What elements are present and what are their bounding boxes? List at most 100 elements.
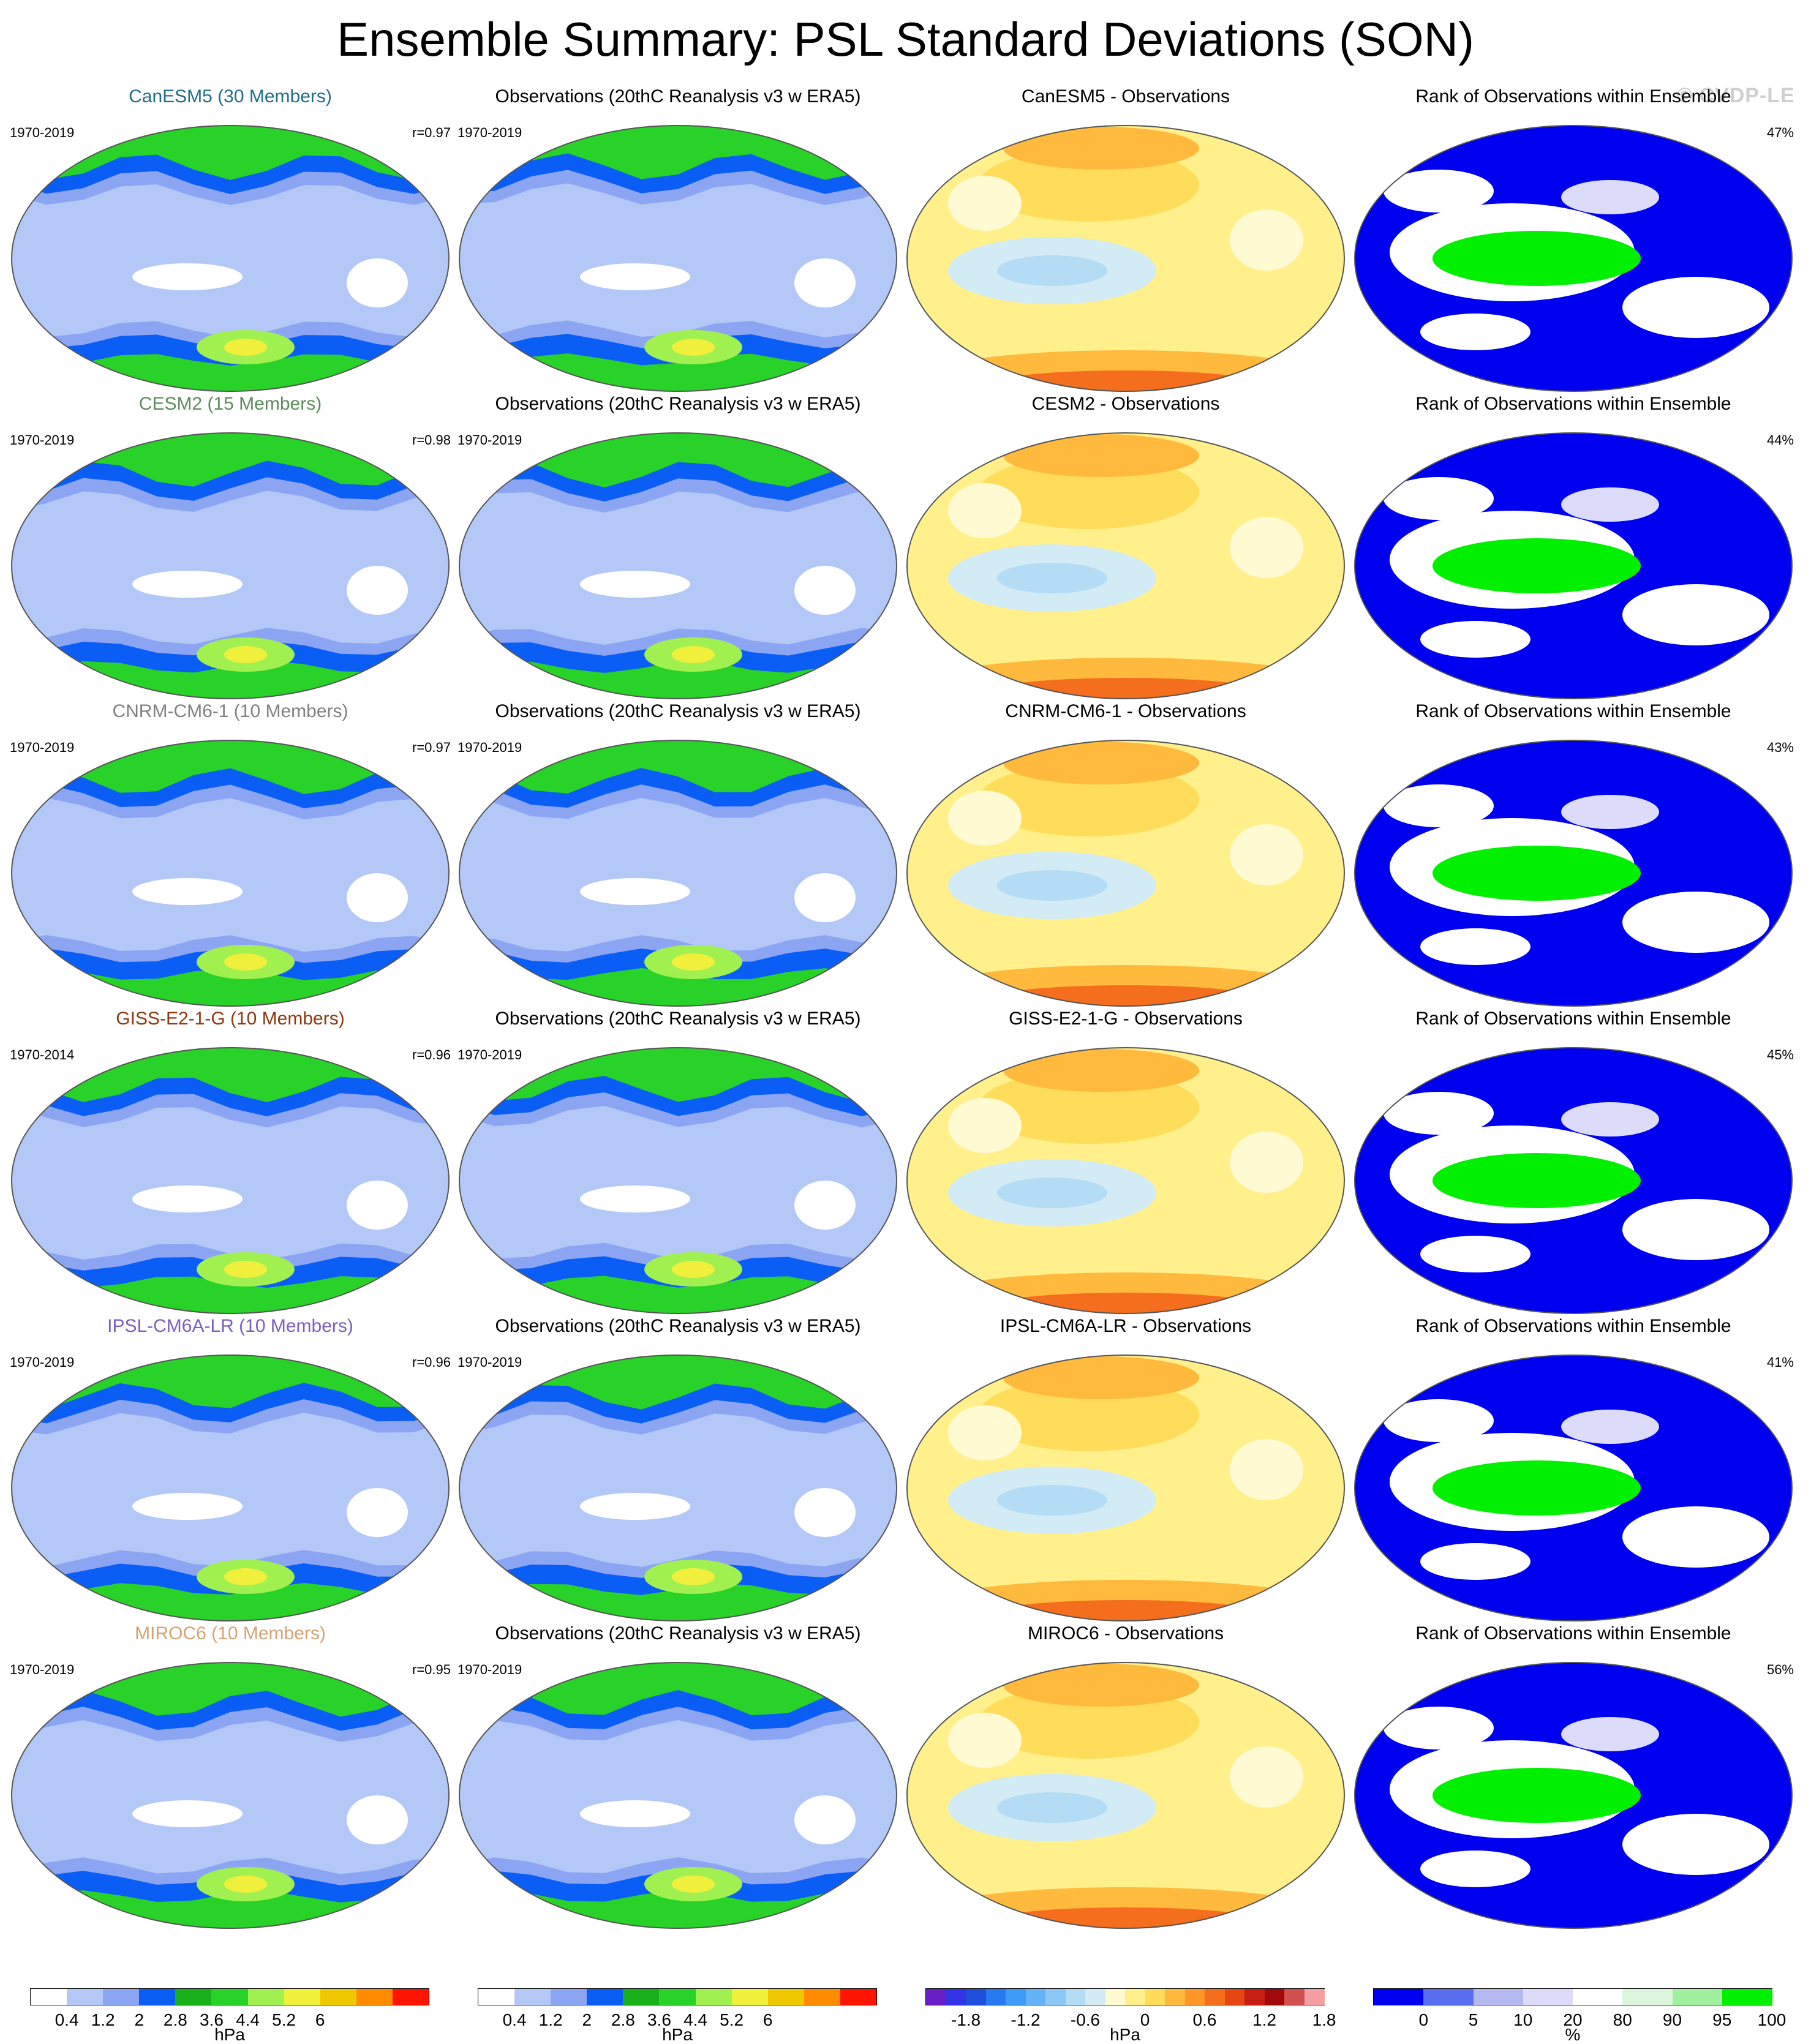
colorbar-2-swatch	[1165, 1989, 1185, 2005]
correlation-r1: r=0.98	[412, 432, 451, 448]
panel-title-r4-c2: IPSL-CM6A-LR - Observations	[1000, 1316, 1252, 1336]
colorbar-2-swatch	[946, 1989, 966, 2005]
colorbar-2	[925, 1988, 1325, 2005]
colorbar-1-tick: 4.4	[683, 2010, 707, 2029]
map-r1-c3	[1354, 432, 1793, 699]
colorbar-0-swatch	[139, 1989, 176, 2005]
years-model-r0: 1970-2019	[10, 125, 75, 140]
colorbar-2-swatch	[926, 1989, 946, 2005]
colorbar-2-tick: 0	[1140, 2010, 1150, 2029]
colorbar-2-swatch	[985, 1989, 1006, 2005]
colorbar-2-swatch	[1065, 1989, 1086, 2005]
rank-percent-r2: 43%	[1766, 740, 1794, 755]
colorbar-0-tick: 3.6	[199, 2010, 224, 2029]
colorbar-3-tick: 10	[1513, 2010, 1533, 2029]
colorbar-2-swatch	[1145, 1989, 1165, 2005]
colorbar-0-swatch	[356, 1989, 393, 2005]
colorbar-3-tick: 95	[1712, 2010, 1732, 2029]
colorbar-0-swatch	[284, 1989, 321, 2005]
map-r3-c2	[906, 1047, 1345, 1314]
colorbar-0-tick: 2.8	[163, 2010, 187, 2029]
colorbar-1-unit: hPa	[662, 2025, 693, 2044]
correlation-r4: r=0.96	[412, 1355, 451, 1370]
map-r3-c0	[11, 1047, 450, 1314]
years-obs-r1: 1970-2019	[457, 432, 522, 448]
map-r4-c1	[459, 1355, 897, 1621]
colorbar-3-swatch	[1722, 1989, 1772, 2005]
panel-title-r3-c3: Rank of Observations within Ensemble	[1415, 1009, 1731, 1029]
map-r2-c2	[906, 740, 1345, 1007]
colorbar-3-tick: 100	[1757, 2010, 1787, 2029]
years-obs-r0: 1970-2019	[457, 125, 522, 140]
figure-title: Ensemble Summary: PSL Standard Deviation…	[337, 12, 1474, 66]
correlation-r0: r=0.97	[412, 125, 451, 140]
colorbar-3-swatch	[1523, 1989, 1573, 2005]
colorbar-3-tick: 80	[1613, 2010, 1632, 2029]
colorbar-1-tick: 6	[762, 2010, 773, 2029]
map-r2-c3	[1354, 740, 1793, 1007]
correlation-r2: r=0.97	[412, 740, 451, 755]
colorbar-3-swatch	[1672, 1989, 1723, 2005]
colorbar-1-tick: 3.6	[647, 2010, 671, 2029]
colorbar-2-swatch	[1264, 1989, 1285, 2005]
map-r1-c2	[906, 432, 1345, 699]
panel-title-r5-c0: MIROC6 (10 Members)	[135, 1623, 326, 1644]
map-r5-c2	[906, 1662, 1345, 1929]
colorbar-2-swatch	[1184, 1989, 1205, 2005]
colorbar-1-swatch	[514, 1989, 551, 2005]
colorbar-3-unit: %	[1565, 2025, 1581, 2044]
colorbar-3-tick: 5	[1468, 2010, 1478, 2029]
colorbar-1-tick: 5.2	[720, 2010, 744, 2029]
panel-title-r2-c3: Rank of Observations within Ensemble	[1415, 701, 1731, 721]
panel-title-r2-c1: Observations (20thC Reanalysis v3 w ERA5…	[495, 701, 861, 721]
years-obs-r3: 1970-2019	[457, 1047, 522, 1062]
map-r1-c1	[459, 432, 897, 699]
colorbar-3	[1373, 1988, 1772, 2005]
colorbar-1-swatch	[804, 1989, 841, 2005]
colorbar-0	[30, 1988, 429, 2005]
years-model-r1: 1970-2019	[10, 432, 75, 448]
panel-title-r0-c3: Rank of Observations within Ensemble	[1415, 86, 1731, 107]
panel-title-r4-c0: IPSL-CM6A-LR (10 Members)	[107, 1316, 353, 1336]
colorbar-1-swatch	[840, 1989, 877, 2005]
colorbar-1-swatch	[659, 1989, 696, 2005]
colorbar-3-tick: 20	[1563, 2010, 1583, 2029]
colorbar-0-swatch	[31, 1989, 67, 2005]
colorbar-2-unit: hPa	[1110, 2025, 1140, 2044]
colorbar-1-swatch	[587, 1989, 623, 2005]
colorbar-3-swatch	[1374, 1989, 1424, 2005]
colorbar-1-tick: 0.4	[502, 2010, 527, 2029]
panel-title-r2-c2: CNRM-CM6-1 - Observations	[1005, 701, 1246, 721]
colorbar-3-swatch	[1622, 1989, 1673, 2005]
colorbar-2-swatch	[1205, 1989, 1225, 2005]
colorbar-0-unit: hPa	[214, 2025, 245, 2044]
colorbar-0-swatch	[103, 1989, 140, 2005]
panel-title-r2-c0: CNRM-CM6-1 (10 Members)	[112, 701, 348, 721]
map-r4-c2	[906, 1355, 1345, 1621]
colorbar-2-tick: 1.2	[1252, 2010, 1276, 2029]
colorbar-0-tick: 0.4	[55, 2010, 79, 2029]
colorbar-2-swatch	[1304, 1989, 1325, 2005]
colorbar-3-tick: 90	[1662, 2010, 1682, 2029]
correlation-r3: r=0.96	[412, 1047, 451, 1062]
map-r0-c1	[459, 125, 897, 392]
colorbar-2-swatch	[1284, 1989, 1305, 2005]
rank-percent-r3: 45%	[1766, 1047, 1794, 1062]
panel-title-r3-c1: Observations (20thC Reanalysis v3 w ERA5…	[495, 1009, 861, 1029]
colorbar-2-swatch	[966, 1989, 986, 2005]
colorbar-0-swatch	[175, 1989, 212, 2005]
panel-title-r1-c1: Observations (20thC Reanalysis v3 w ERA5…	[495, 394, 861, 414]
panel-title-r5-c2: MIROC6 - Observations	[1027, 1623, 1224, 1644]
colorbar-3-swatch	[1473, 1989, 1524, 2005]
colorbar-2-tick: -0.6	[1070, 2010, 1101, 2029]
years-obs-r2: 1970-2019	[457, 740, 522, 755]
watermark: © CVDP-LE	[1677, 84, 1795, 107]
colorbar-1	[478, 1988, 877, 2005]
map-r2-c1	[459, 740, 897, 1007]
colorbar-2-tick: -1.2	[1011, 2010, 1041, 2029]
panel-title-r5-c1: Observations (20thC Reanalysis v3 w ERA5…	[495, 1623, 861, 1644]
panel-title-r1-c0: CESM2 (15 Members)	[138, 394, 322, 414]
years-model-r3: 1970-2014	[10, 1047, 75, 1062]
rank-percent-r5: 56%	[1766, 1662, 1794, 1677]
colorbar-0-tick: 2	[134, 2010, 145, 2029]
